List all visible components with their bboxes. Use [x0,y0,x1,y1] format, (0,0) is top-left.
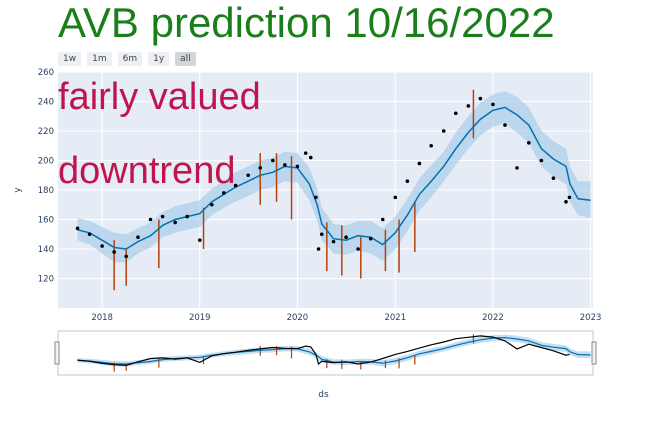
actual-point [491,102,495,107]
range-slider-left-handle[interactable] [54,341,60,365]
actual-point [246,173,250,178]
annotation-fairly-valued: fairly valued [58,76,261,118]
actual-point [567,195,572,200]
range-button-6m[interactable]: 6m [117,52,143,66]
actual-point [380,217,385,222]
actual-point [210,202,214,207]
actual-point [295,164,300,169]
x-tick-label: 2019 [189,313,211,323]
actual-point [344,235,348,239]
actual-point [316,247,321,251]
uncertainty-band [77,91,591,263]
actual-point [441,129,446,133]
actual-point [368,236,373,241]
actual-point [271,158,275,163]
y-tick-label: 180 [38,186,54,196]
x-axis-label: ds [318,390,329,400]
actual-point [197,238,202,242]
actual-point [314,195,318,200]
actual-point [478,96,483,101]
annotation-downtrend: downtrend [58,150,236,192]
actual-point [233,183,238,188]
actual-point [136,235,140,239]
y-tick-label: 240 [38,98,54,108]
actual-point [319,232,324,237]
actual-point [258,166,263,170]
forecast-line [77,106,591,250]
actual-point [564,200,568,204]
actual-point [393,195,398,200]
x-tick-label: 2023 [580,313,602,323]
actual-point [303,151,308,155]
x-tick-label: 2020 [287,313,309,323]
y-tick-label: 220 [38,127,54,137]
chart-title: AVB prediction 10/16/2022 [58,0,555,46]
y-tick-label: 200 [38,157,54,167]
actual-point [160,214,165,219]
actual-point [453,111,458,116]
actual-point [148,217,153,222]
actual-point [331,239,336,244]
x-tick-label: 2021 [384,313,406,323]
actual-point [222,191,226,195]
actual-point [417,161,422,166]
y-tick-label: 160 [38,216,54,226]
y-tick-label: 140 [38,245,54,255]
actual-point [551,176,556,180]
actual-point [87,232,92,237]
y-tick-label: 260 [38,68,54,78]
actual-point [185,214,190,219]
range-slider-right-handle[interactable] [591,341,597,365]
actual-point [308,155,313,160]
actual-point [112,250,116,254]
range-slider-actual [77,335,570,367]
actual-point [356,247,360,251]
range-selector: 1w 1m 6m 1y all [58,52,196,66]
actual-point [539,158,544,163]
range-button-1y[interactable]: 1y [148,52,170,66]
x-tick-label: 2018 [91,313,113,323]
actual-point [405,179,410,183]
y-tick-label: 120 [38,275,54,285]
actual-point [466,104,471,108]
actual-point [429,143,433,148]
actual-point [527,141,531,145]
actual-point [503,123,507,127]
actual-point [173,220,177,225]
x-tick-label: 2022 [482,313,504,323]
actual-point [283,163,287,167]
range-button-1m[interactable]: 1m [87,52,112,66]
y-axis-label: y [13,187,23,193]
range-button-1w[interactable]: 1w [58,52,82,66]
range-button-all[interactable]: all [175,52,196,66]
actual-point [75,226,80,231]
actual-point [515,166,519,170]
actual-point [124,254,129,259]
actual-point [100,244,104,248]
